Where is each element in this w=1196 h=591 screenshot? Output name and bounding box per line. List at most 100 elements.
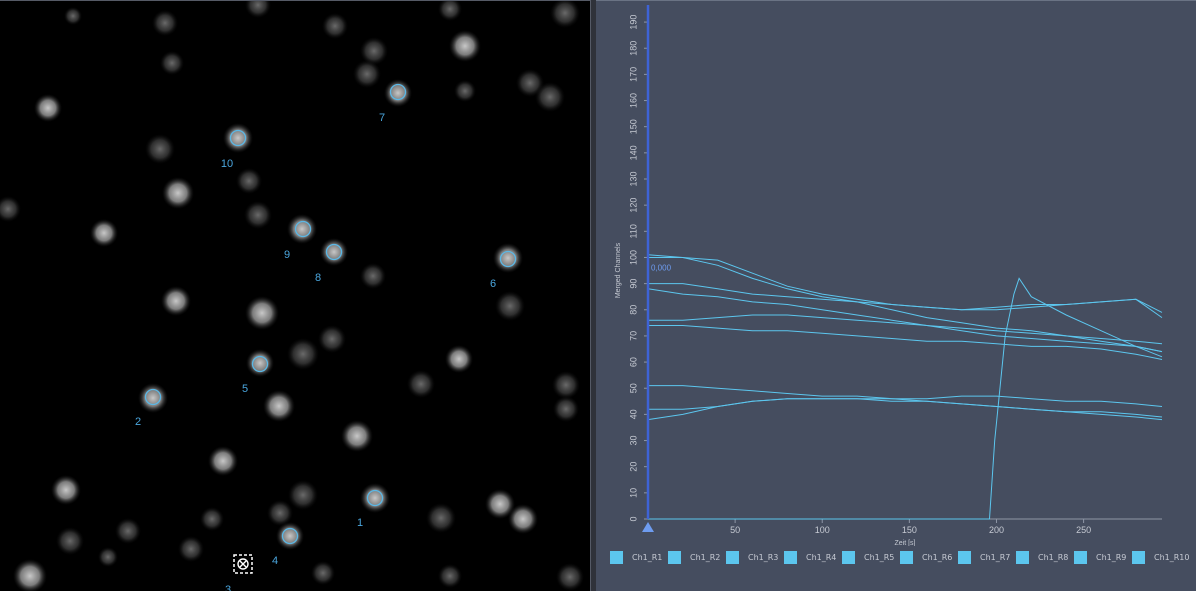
cell <box>13 559 47 591</box>
roi-circle[interactable] <box>281 527 299 545</box>
y-tick-label: 120 <box>628 198 638 213</box>
cell <box>556 563 584 591</box>
cell <box>426 503 456 533</box>
legend-swatch[interactable] <box>900 550 913 564</box>
legend-item-Ch1_R5[interactable]: Ch1_R5 <box>842 549 900 565</box>
legend-item-Ch1_R1[interactable]: Ch1_R1 <box>610 549 668 565</box>
y-tick-label: 30 <box>628 436 638 446</box>
legend-label: Ch1_R1 <box>632 552 663 562</box>
cell <box>208 446 238 476</box>
legend-swatch[interactable] <box>1132 550 1145 564</box>
roi-circle[interactable] <box>144 388 162 406</box>
cell <box>360 263 386 289</box>
cell <box>445 345 473 373</box>
cell <box>438 564 462 588</box>
cell <box>161 286 191 316</box>
roi-circle[interactable] <box>325 243 343 261</box>
legend-swatch[interactable] <box>610 550 623 564</box>
y-tick-label: 100 <box>628 250 638 265</box>
legend-item-Ch1_R4[interactable]: Ch1_R4 <box>784 549 842 565</box>
cell <box>145 134 175 164</box>
cell <box>287 338 319 370</box>
legend-swatch[interactable] <box>958 550 971 564</box>
legend-swatch[interactable] <box>1016 550 1029 564</box>
y-tick-label: 150 <box>628 119 638 134</box>
y-tick-label: 50 <box>628 383 638 393</box>
cell <box>360 37 388 65</box>
series-line-Ch1_R9 <box>647 398 1163 421</box>
legend-label: Ch1_R4 <box>806 552 837 562</box>
roi-label: 9 <box>284 249 290 261</box>
legend-item-Ch1_R8[interactable]: Ch1_R8 <box>1016 549 1074 565</box>
legend-item-Ch1_R10[interactable]: Ch1_R10 <box>1132 549 1190 565</box>
legend-item-Ch1_R9[interactable]: Ch1_R9 <box>1074 549 1132 565</box>
x-tick-label: 50 <box>730 525 740 535</box>
cell <box>341 420 373 452</box>
cell <box>493 243 523 273</box>
legend-swatch[interactable] <box>1074 550 1087 564</box>
roi-circle[interactable] <box>229 129 247 147</box>
cell <box>138 383 168 413</box>
cell <box>178 536 204 562</box>
y-tick-label: 170 <box>628 67 638 82</box>
legend-swatch[interactable] <box>668 550 681 564</box>
roi-label: 6 <box>490 278 496 290</box>
cell <box>360 483 390 513</box>
roi-circle[interactable] <box>366 489 384 507</box>
time-cursor-handle-icon[interactable] <box>642 522 654 532</box>
roi-circle[interactable] <box>389 83 407 101</box>
series-line-Ch1_R1 <box>648 257 1163 353</box>
y-tick-label: 0 <box>628 516 638 521</box>
y-axis-label: Merged Channels <box>615 242 622 298</box>
legend-label: Ch1_R10 <box>1154 552 1190 562</box>
series-line-Ch1_R4 <box>647 288 1163 353</box>
y-tick-label: 110 <box>628 224 638 238</box>
cell <box>311 561 335 585</box>
fluorescence-image[interactable]: 1 2 3 4 5 6 7 8 9 10 <box>0 1 590 591</box>
cell <box>552 371 580 399</box>
roi-label: 10 <box>221 158 233 170</box>
roi-label: 5 <box>242 383 248 395</box>
cell <box>152 10 178 36</box>
cell <box>90 219 118 247</box>
legend-swatch[interactable] <box>726 550 739 564</box>
legend-item-Ch1_R7[interactable]: Ch1_R7 <box>958 549 1016 565</box>
cell <box>246 349 274 377</box>
close-marker-icon[interactable] <box>237 558 249 570</box>
series-line-Ch1_R6 <box>648 325 1163 360</box>
roi-label: 4 <box>272 555 278 567</box>
y-tick-label: 90 <box>628 279 638 289</box>
cursor-value-label: 0,000 <box>651 264 672 273</box>
roi-label: 2 <box>135 416 141 428</box>
cell <box>353 60 381 88</box>
active-roi-marker[interactable] <box>233 554 253 574</box>
cell <box>200 507 224 531</box>
roi-circle[interactable] <box>251 355 269 373</box>
roi-circle[interactable] <box>294 220 312 238</box>
legend-item-Ch1_R3[interactable]: Ch1_R3 <box>726 549 784 565</box>
cell <box>288 480 318 510</box>
y-tick-label: 60 <box>628 357 638 367</box>
legend-item-Ch1_R2[interactable]: Ch1_R2 <box>668 549 726 565</box>
legend-swatch[interactable] <box>784 550 797 564</box>
legend-label: Ch1_R8 <box>1038 552 1069 562</box>
roi-circle[interactable] <box>499 250 517 268</box>
y-tick-label: 40 <box>628 409 638 419</box>
y-tick-label: 20 <box>628 462 638 472</box>
cell <box>553 396 579 422</box>
x-tick-label: 150 <box>902 525 917 535</box>
series-line-Ch1_R3 <box>648 283 1163 313</box>
series-line-Ch1_R5 <box>648 314 1163 345</box>
legend-label: Ch1_R2 <box>690 552 721 562</box>
legend-swatch[interactable] <box>842 550 855 564</box>
chart-panel: 0 10 20 30 40 50 60 70 80 90 100 110 120 130 140 150 160… <box>596 0 1196 591</box>
pane-splitter[interactable] <box>590 0 596 591</box>
legend-item-Ch1_R6[interactable]: Ch1_R6 <box>900 549 958 565</box>
x-axis-label: Zeit [s] <box>894 540 915 546</box>
image-viewport[interactable]: 1 2 3 4 5 6 7 8 9 10 <box>0 0 590 591</box>
cell <box>115 518 141 544</box>
cell <box>495 291 525 321</box>
legend-label: Ch1_R3 <box>748 552 779 562</box>
roi-layer[interactable]: 1 2 3 4 5 6 7 8 9 10 <box>135 83 517 591</box>
line-chart[interactable]: 0 10 20 30 40 50 60 70 80 90 100 110 120 130 140 150 160… <box>596 1 1196 546</box>
